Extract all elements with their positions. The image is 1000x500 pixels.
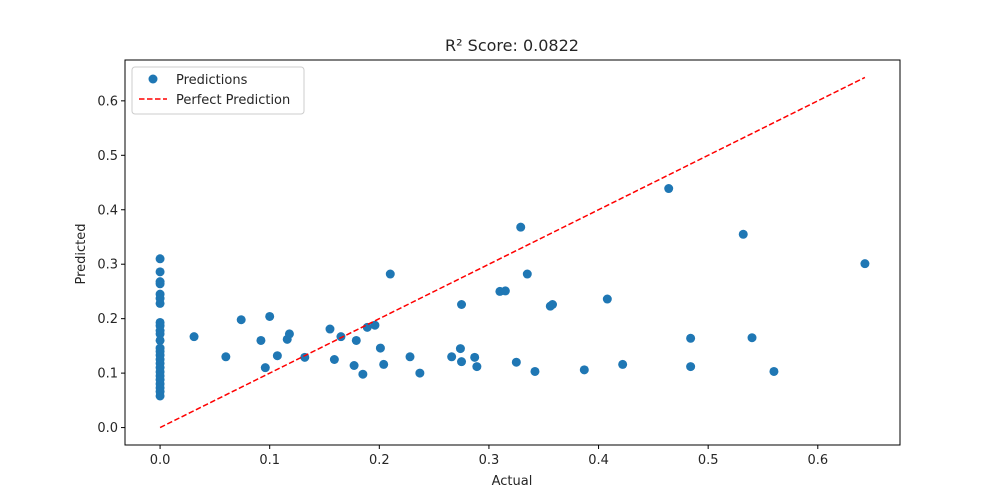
x-axis: 0.0 0.1 0.2 0.3 0.4 0.5 0.6 bbox=[150, 445, 828, 468]
prediction-point bbox=[860, 259, 870, 269]
prediction-point bbox=[155, 298, 165, 308]
legend-predictions-marker bbox=[148, 74, 158, 84]
prediction-point bbox=[272, 351, 282, 361]
legend: Predictions Perfect Prediction bbox=[131, 66, 305, 115]
prediction-point bbox=[415, 368, 425, 378]
x-tick-label: 0.1 bbox=[259, 453, 280, 468]
x-axis-label: Actual bbox=[492, 474, 533, 489]
prediction-point bbox=[686, 362, 696, 372]
prediction-point bbox=[155, 391, 165, 401]
prediction-point bbox=[522, 269, 532, 279]
prediction-point bbox=[618, 359, 628, 369]
plot-area: 0.0 0.1 0.2 0.3 0.4 0.5 0.6 0.0 0.1 0.2 0.3 0.4 0.5… bbox=[97, 59, 901, 468]
prediction-point bbox=[379, 359, 389, 369]
prediction-point bbox=[349, 360, 359, 370]
prediction-point bbox=[500, 286, 510, 296]
prediction-point bbox=[516, 222, 526, 232]
perfect-prediction-line bbox=[159, 76, 866, 429]
prediction-point bbox=[470, 352, 480, 362]
prediction-point bbox=[548, 300, 558, 310]
prediction-point bbox=[457, 357, 467, 367]
prediction-point bbox=[664, 184, 674, 194]
prediction-point bbox=[447, 352, 457, 362]
chart-title: R² Score: 0.0822 bbox=[445, 36, 579, 55]
y-tick-label: 0.5 bbox=[97, 149, 118, 164]
x-tick-label: 0.2 bbox=[369, 453, 390, 468]
prediction-point bbox=[457, 300, 467, 310]
prediction-point bbox=[325, 324, 335, 334]
y-tick-label: 0.0 bbox=[97, 421, 118, 436]
y-axis-label: Predicted bbox=[74, 223, 89, 284]
prediction-point bbox=[155, 335, 165, 345]
axes-frame bbox=[124, 59, 901, 446]
prediction-point bbox=[155, 267, 165, 277]
prediction-point bbox=[405, 352, 415, 362]
prediction-point bbox=[769, 366, 779, 376]
prediction-point bbox=[579, 365, 589, 375]
x-tick-label: 0.0 bbox=[150, 453, 171, 468]
x-tick-label: 0.6 bbox=[807, 453, 828, 468]
prediction-point bbox=[602, 294, 612, 304]
prediction-point bbox=[265, 311, 275, 321]
legend-box bbox=[131, 66, 305, 115]
prediction-point bbox=[236, 315, 246, 325]
prediction-point bbox=[375, 343, 385, 353]
prediction-point bbox=[256, 335, 266, 345]
legend-predictions-label: Predictions bbox=[176, 73, 248, 88]
y-tick-label: 0.1 bbox=[97, 367, 118, 382]
prediction-point bbox=[155, 279, 165, 289]
prediction-point bbox=[155, 329, 165, 339]
y-tick-label: 0.3 bbox=[97, 258, 118, 273]
prediction-point bbox=[385, 269, 395, 279]
prediction-point bbox=[511, 357, 521, 367]
y-tick-label: 0.4 bbox=[97, 203, 118, 218]
prediction-point bbox=[472, 362, 482, 372]
legend-perfect-label: Perfect Prediction bbox=[176, 93, 290, 108]
y-axis: 0.0 0.1 0.2 0.3 0.4 0.5 0.6 bbox=[97, 94, 125, 436]
prediction-point bbox=[358, 369, 368, 379]
x-tick-label: 0.4 bbox=[588, 453, 609, 468]
data-marks bbox=[155, 76, 870, 429]
y-tick-label: 0.6 bbox=[97, 94, 118, 109]
prediction-point bbox=[747, 333, 757, 343]
prediction-point bbox=[155, 254, 165, 264]
prediction-point bbox=[284, 329, 294, 339]
prediction-point bbox=[189, 332, 199, 342]
prediction-point bbox=[329, 355, 339, 365]
prediction-point bbox=[530, 366, 540, 376]
prediction-point bbox=[351, 335, 361, 345]
prediction-point bbox=[221, 352, 231, 362]
prediction-point bbox=[336, 332, 346, 342]
prediction-point bbox=[260, 363, 270, 373]
prediction-point bbox=[686, 333, 696, 343]
x-tick-label: 0.3 bbox=[479, 453, 500, 468]
prediction-point bbox=[738, 229, 748, 239]
x-tick-label: 0.5 bbox=[698, 453, 719, 468]
prediction-point bbox=[370, 320, 380, 330]
y-tick-label: 0.2 bbox=[97, 312, 118, 327]
prediction-point bbox=[362, 322, 372, 332]
prediction-point bbox=[455, 344, 465, 354]
